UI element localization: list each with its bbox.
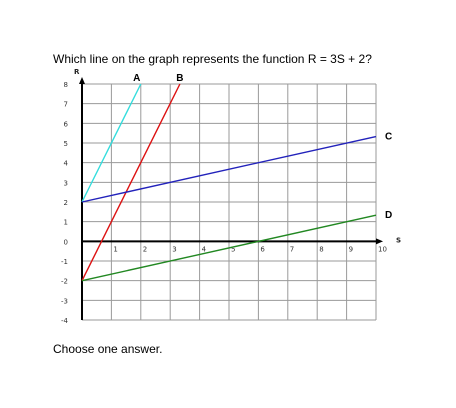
y-tick-label: 2 — [64, 199, 68, 207]
x-tick-label: 2 — [143, 245, 147, 253]
series-line-d — [81, 214, 377, 282]
x-tick-label: 5 — [231, 245, 235, 253]
y-tick-label: 1 — [64, 219, 68, 227]
x-tick-label: 6 — [260, 245, 265, 253]
line-label-c: C — [385, 132, 392, 143]
chart-series — [81, 83, 377, 282]
y-axis-label: R — [74, 68, 80, 76]
y-tick-label: -3 — [61, 297, 68, 305]
series-line-b — [81, 83, 181, 281]
chart-line-labels: A B C D — [133, 73, 392, 221]
y-tick-label: 6 — [64, 120, 69, 128]
y-tick-label: 0 — [64, 238, 68, 246]
y-tick-label: 3 — [64, 179, 68, 187]
x-tick-label: 10 — [378, 245, 387, 253]
series-line-c — [81, 135, 377, 203]
line-label-a: A — [133, 73, 140, 84]
chart-grid — [81, 83, 377, 321]
x-tick-label: 4 — [202, 245, 207, 253]
x-tick-label: 3 — [172, 245, 176, 253]
y-axis-arrow — [79, 77, 85, 84]
x-tick-label: 9 — [349, 245, 353, 253]
question-text: Which line on the graph represents the f… — [53, 52, 372, 66]
y-tick-label: -4 — [61, 317, 69, 325]
x-axis-label: S — [396, 236, 401, 244]
line-label-b: B — [176, 73, 183, 84]
x-tick-label: 1 — [113, 245, 117, 253]
y-tick-label: 4 — [64, 160, 69, 168]
y-tick-label: -1 — [61, 258, 68, 266]
line-label-d: D — [385, 210, 392, 221]
y-tick-label: -2 — [61, 278, 68, 286]
x-tick-label: 7 — [290, 245, 294, 253]
x-tick-label: 8 — [319, 245, 323, 253]
x-axis-arrow — [376, 238, 383, 245]
y-tick-label: 8 — [64, 81, 68, 89]
chart-ticks: -4 -3 -2 -1 0 1 2 3 4 5 6 7 8 1 2 3 4 5 6 7 8 9 10 — [61, 81, 387, 325]
y-tick-label: 5 — [64, 140, 68, 148]
answer-prompt: Choose one answer. — [53, 342, 163, 356]
chart-axes: RS — [74, 68, 401, 320]
series-line-a — [81, 83, 142, 203]
y-tick-label: 7 — [64, 101, 68, 109]
